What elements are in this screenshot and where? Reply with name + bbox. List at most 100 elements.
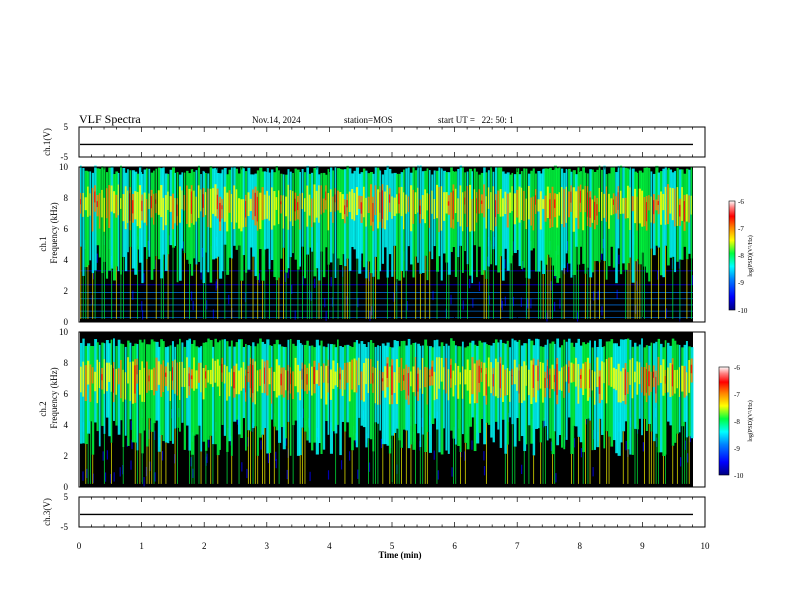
emission-peak <box>450 364 452 379</box>
emission-column <box>322 172 326 278</box>
sferic-streak <box>262 280 264 319</box>
spectrogram-noise <box>625 440 627 451</box>
emission-column <box>631 168 635 283</box>
sferic-streak <box>575 246 577 319</box>
emission-core <box>473 189 476 232</box>
emission-core <box>282 367 285 398</box>
spectrogram-noise <box>522 261 524 271</box>
emission-core <box>487 187 490 209</box>
sferic-streak <box>545 264 546 319</box>
emission-core <box>336 190 340 211</box>
emission-column <box>348 168 352 271</box>
emission-peak <box>280 373 282 386</box>
emission-core <box>157 190 160 215</box>
emission-core <box>575 357 577 387</box>
emission-core <box>605 359 608 404</box>
emission-core <box>150 369 153 391</box>
sferic-streak <box>542 273 544 319</box>
emission-core <box>525 365 527 386</box>
sferic-streak <box>643 266 645 319</box>
emission-core <box>410 185 413 232</box>
station-label: station=MOS <box>344 115 393 125</box>
emission-peak <box>596 204 598 216</box>
ch3-waveform-panel: 5 -5 ch.3(V) <box>42 492 706 532</box>
emission-peak <box>113 368 114 393</box>
emission-core <box>334 371 337 386</box>
spectrogram-noise <box>82 471 84 481</box>
sferic-streak <box>146 259 148 319</box>
emission-core <box>527 186 530 220</box>
emission-column <box>582 342 586 453</box>
emission-core <box>485 196 487 229</box>
sferic-streak <box>391 435 393 484</box>
emission-column <box>207 338 210 440</box>
sferic-streak <box>344 431 346 484</box>
emission-column <box>372 342 375 452</box>
sferic-streak <box>419 273 421 319</box>
emission-core <box>209 188 212 228</box>
emission-core <box>117 368 120 385</box>
sferic-streak <box>188 450 190 484</box>
emission-column <box>221 169 224 272</box>
emission-core <box>504 369 507 396</box>
spectrogram-noise <box>348 451 351 461</box>
sferic-streak <box>587 418 589 484</box>
spectrogram-noise <box>520 297 522 307</box>
emission-core <box>259 192 262 230</box>
emission-core <box>249 198 252 212</box>
spectrogram-noise <box>618 254 620 265</box>
sferic-streak <box>459 451 461 484</box>
emission-column <box>459 346 462 452</box>
emission-core <box>572 187 575 232</box>
spectrogram-noise <box>275 458 277 469</box>
emission-peak <box>556 364 558 395</box>
sferic-streak <box>686 259 688 319</box>
emission-core <box>202 368 205 400</box>
emission-peak <box>593 201 596 220</box>
emission-column <box>329 167 333 263</box>
emission-core <box>513 359 516 385</box>
sferic-streak <box>457 257 459 319</box>
ch2-colorbar-tick-9: -9 <box>734 445 740 453</box>
spectrogram-noise <box>132 290 134 300</box>
sferic-streak <box>278 442 280 484</box>
emission-column <box>659 343 663 453</box>
sferic-streak <box>203 283 204 319</box>
sferic-streak <box>287 421 289 484</box>
emission-core <box>433 199 436 219</box>
emission-column <box>351 347 354 451</box>
emission-core <box>308 363 311 391</box>
sferic-streak <box>283 247 285 319</box>
sferic-streak <box>103 433 105 484</box>
ch2-colorbar-tick-7: -7 <box>734 391 740 399</box>
emission-column <box>108 343 111 437</box>
emission-core <box>103 359 105 394</box>
sferic-streak <box>158 451 160 484</box>
emission-column <box>454 171 457 277</box>
emission-core <box>424 189 426 224</box>
emission-core <box>466 359 469 391</box>
emission-peak <box>101 374 103 381</box>
xtick-0: 0 <box>77 541 82 551</box>
spectrogram-noise <box>437 470 439 480</box>
emission-core <box>471 357 474 395</box>
sferic-streak <box>606 431 608 484</box>
emission-column <box>82 167 85 276</box>
emission-core <box>400 357 403 392</box>
emission-core <box>303 198 306 212</box>
emission-column <box>268 172 271 270</box>
emission-core <box>688 360 691 393</box>
emission-core <box>469 184 472 232</box>
sferic-streak <box>141 453 143 484</box>
ch1-colorbar-tick-10: -10 <box>738 307 748 315</box>
emission-core <box>181 361 183 387</box>
xtick-1: 1 <box>139 541 144 551</box>
emission-core <box>195 196 197 222</box>
sferic-streak <box>276 280 278 319</box>
sferic-streak <box>365 278 367 319</box>
emission-core <box>124 186 127 230</box>
emission-core <box>124 372 127 400</box>
sferic-streak <box>327 264 329 319</box>
spectrogram-noise <box>302 276 304 286</box>
emission-core <box>516 367 518 391</box>
